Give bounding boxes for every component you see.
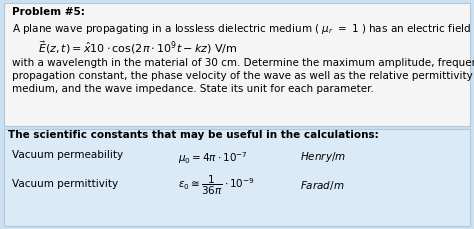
Text: $\epsilon_0 \cong \dfrac{1}{36\pi} \cdot 10^{-9}$: $\epsilon_0 \cong \dfrac{1}{36\pi} \cdot…	[178, 174, 255, 197]
Text: A plane wave propagating in a lossless dielectric medium ( $\mu_r\ =\ 1$ ) has a: A plane wave propagating in a lossless d…	[12, 22, 474, 36]
Text: $Farad/m$: $Farad/m$	[300, 179, 345, 192]
Text: with a wavelength in the material of 30 cm. Determine the maximum amplitude, fre: with a wavelength in the material of 30 …	[12, 58, 474, 68]
Text: Vacuum permeability: Vacuum permeability	[12, 150, 123, 160]
FancyBboxPatch shape	[4, 3, 470, 126]
Text: Vacuum permittivity: Vacuum permittivity	[12, 179, 118, 189]
Text: $\vec{E}(z,t) = \hat{x}10 \cdot \cos(2\pi \cdot 10^9t - kz)\ \mathrm{V/m}$: $\vec{E}(z,t) = \hat{x}10 \cdot \cos(2\p…	[38, 39, 237, 56]
FancyBboxPatch shape	[4, 129, 470, 226]
Text: medium, and the wave impedance. State its unit for each parameter.: medium, and the wave impedance. State it…	[12, 84, 374, 94]
Text: The scientific constants that may be useful in the calculations:: The scientific constants that may be use…	[8, 130, 379, 140]
Text: $Henry/m$: $Henry/m$	[300, 150, 346, 164]
Text: $\mu_0 = 4\pi \cdot 10^{-7}$: $\mu_0 = 4\pi \cdot 10^{-7}$	[178, 150, 248, 166]
Text: propagation constant, the phase velocity of the wave as well as the relative per: propagation constant, the phase velocity…	[12, 71, 474, 81]
Text: Problem #5:: Problem #5:	[12, 7, 85, 17]
